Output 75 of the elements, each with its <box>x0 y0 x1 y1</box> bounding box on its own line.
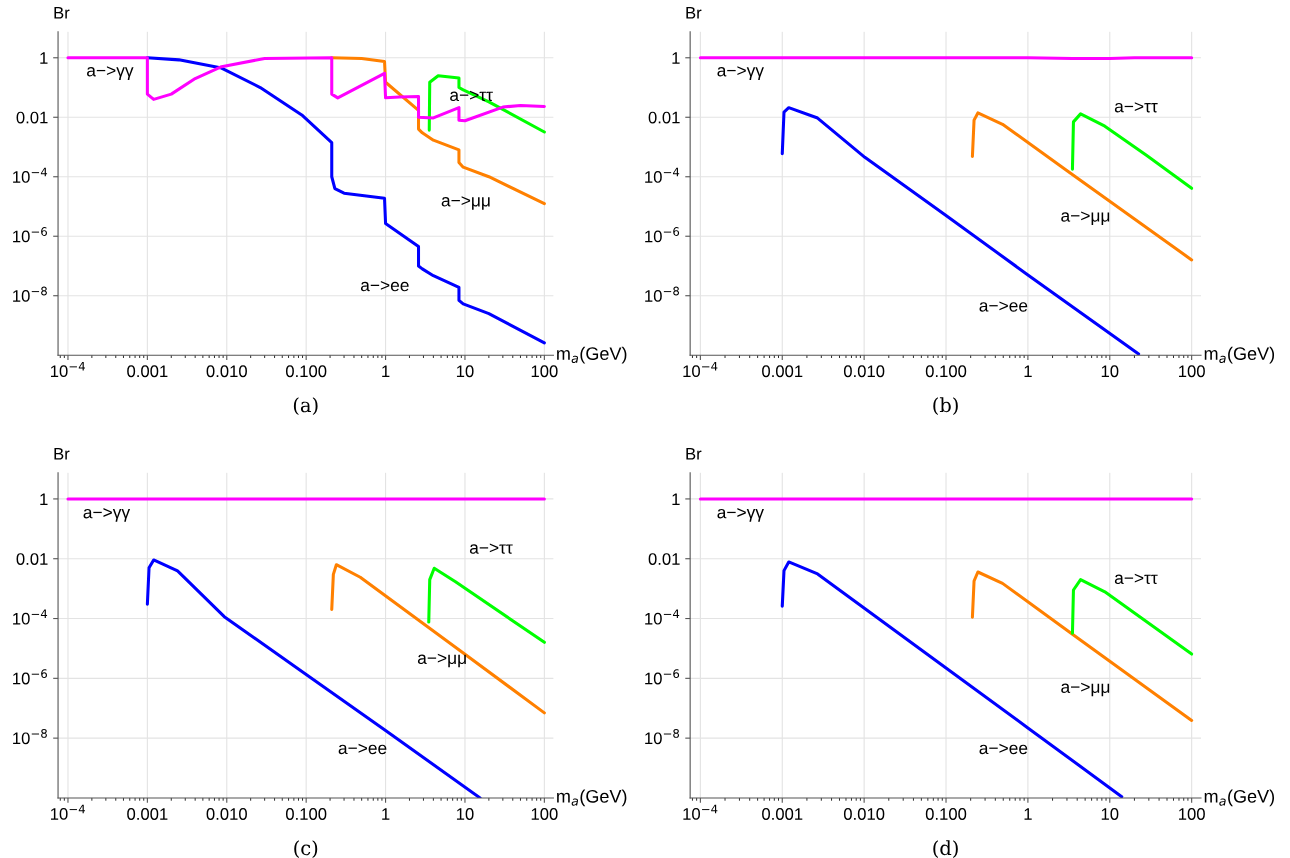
x-tick-label: 0.001 <box>127 808 168 820</box>
text: (b) <box>933 397 958 416</box>
text: (d) <box>933 840 958 858</box>
x-tick-label: 10$^{−4}$ <box>50 804 85 820</box>
annotation: a−>μμ <box>1061 211 1110 225</box>
y-tick-label: 0.01 <box>648 111 680 124</box>
x-tick-label: 0.010 <box>206 365 247 378</box>
x-tick-label: 10$^{−4}$ <box>50 362 85 378</box>
y-tick-label: 1 <box>40 493 48 505</box>
y-tick-label: 10$^{−6}$ <box>645 227 680 243</box>
y-tick-label: 10$^{−4}$ <box>645 609 680 625</box>
annotation: a−>γγ <box>83 508 131 522</box>
y-axis-title: Br <box>686 448 702 460</box>
annotation: a−>ττ <box>469 543 513 554</box>
annotation: a−>ττ <box>1114 102 1158 113</box>
x-tick-label: 0.100 <box>925 808 967 820</box>
annotation: a−>ee <box>338 743 387 755</box>
annotation: a−>μμ <box>441 196 490 210</box>
y-tick-label: 0.01 <box>16 111 48 124</box>
x-tick-label: 0.001 <box>762 808 803 820</box>
x-tick-label: 0.010 <box>206 808 247 820</box>
annotation: a−>γγ <box>717 66 764 80</box>
y-tick-label: 0.01 <box>648 553 680 565</box>
y-tick-label: 0.01 <box>16 553 48 565</box>
x-tick-label: 10 <box>456 365 474 378</box>
x-tick-label: 1 <box>1024 365 1032 378</box>
x-tick-label: 0.001 <box>762 365 803 378</box>
x-tick-label: 0.001 <box>127 365 168 378</box>
x-axis-title: m$_{a}$(GeV) <box>1204 789 1275 807</box>
text: (c) <box>294 840 318 858</box>
text: (a) <box>293 397 318 416</box>
y-axis-title: Br <box>54 7 70 19</box>
annotation: a−>μμ <box>1061 682 1110 697</box>
y-tick-label: 10$^{−4}$ <box>645 167 680 183</box>
x-axis-title: m$_{a}$(GeV) <box>1204 346 1275 364</box>
x-tick-label: 10$^{−4}$ <box>683 362 718 378</box>
y-tick-label: 1 <box>672 52 680 64</box>
annotation: a−>μμ <box>417 653 466 668</box>
x-tick-label: 100 <box>531 808 558 820</box>
annotation: a−>ee <box>360 281 409 292</box>
x-tick-label: 0.100 <box>285 808 327 820</box>
x-tick-label: 0.100 <box>925 365 967 378</box>
x-tick-label: 100 <box>1179 808 1205 820</box>
x-tick-label: 10 <box>456 808 474 820</box>
annotation: a−>ee <box>979 743 1028 755</box>
x-axis-title: m$_{a}$(GeV) <box>557 789 627 807</box>
x-tick-label: 10$^{−4}$ <box>683 804 718 820</box>
x-tick-label: 0.010 <box>843 365 885 378</box>
y-tick-label: 10$^{−6}$ <box>13 227 47 243</box>
x-axis-title: m$_{a}$(GeV) <box>557 346 627 364</box>
x-tick-label: 10 <box>1101 365 1119 378</box>
y-tick-label: 1 <box>672 493 680 505</box>
annotation: a−>ττ <box>1114 573 1158 585</box>
y-tick-label: 10$^{−8}$ <box>13 286 47 302</box>
x-tick-label: 1 <box>1024 808 1032 820</box>
y-tick-label: 1 <box>40 52 48 64</box>
x-tick-label: 0.010 <box>843 808 885 820</box>
x-tick-label: 100 <box>1179 365 1205 378</box>
x-tick-label: 1 <box>382 808 390 820</box>
x-tick-label: 10 <box>1101 808 1119 820</box>
y-axis-title: Br <box>54 448 70 460</box>
y-tick-label: 10$^{−8}$ <box>645 286 680 302</box>
y-axis-title: Br <box>686 7 702 19</box>
y-tick-label: 10$^{−8}$ <box>645 729 680 745</box>
annotation: a−>γγ <box>87 66 134 80</box>
annotation: a−>ee <box>979 301 1028 312</box>
x-tick-label: 1 <box>382 365 390 378</box>
y-tick-label: 10$^{−4}$ <box>13 167 48 183</box>
y-tick-label: 10$^{−6}$ <box>645 669 680 685</box>
y-tick-label: 10$^{−6}$ <box>13 669 47 685</box>
y-tick-label: 10$^{−8}$ <box>13 729 47 745</box>
annotation: a−>γγ <box>717 508 764 522</box>
y-tick-label: 10$^{−4}$ <box>13 609 48 625</box>
x-tick-label: 0.100 <box>285 365 327 378</box>
x-tick-label: 100 <box>531 365 558 378</box>
